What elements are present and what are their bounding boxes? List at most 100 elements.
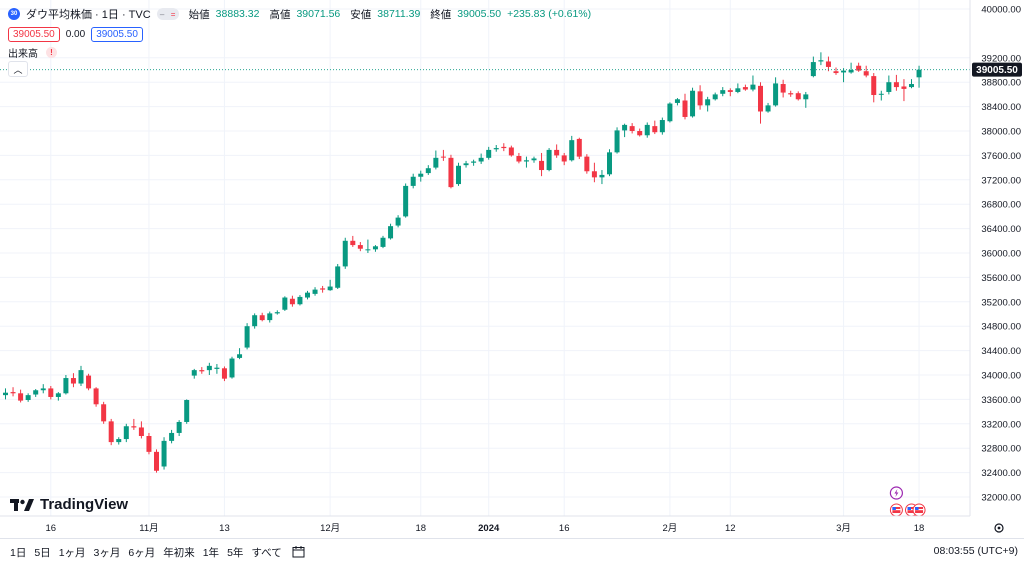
candle-body (818, 60, 824, 62)
time-tick-label: 3月 (836, 523, 851, 534)
sell-button[interactable]: 39005.50 (8, 27, 60, 42)
candle-body (274, 312, 280, 314)
candle-body (795, 93, 801, 100)
candle-body (674, 99, 680, 103)
candle-body (629, 126, 635, 131)
price-tick-label: 36000.00 (981, 249, 1021, 260)
candle-body (576, 138, 582, 157)
last-price-tag: 39005.50 (972, 62, 1022, 77)
candle-body (365, 249, 371, 251)
warning-icon[interactable]: ! (46, 47, 57, 58)
us-flag-icon (915, 507, 919, 510)
lightning-icon (894, 489, 899, 497)
us-flag-icon (892, 509, 901, 511)
last-price-label: 39005.50 (976, 65, 1018, 76)
candle-body (138, 427, 144, 436)
clock-timezone[interactable]: 08:03:55 (UTC+9) (933, 545, 1018, 557)
candle-body (237, 354, 243, 358)
candle-body (886, 82, 892, 92)
event-markers[interactable] (889, 486, 926, 517)
volume-legend: 出来高 ! (8, 45, 57, 60)
candle-body (523, 160, 529, 162)
bottom-toolbar: 1日 5日 1ヶ月 3ヶ月 6ヶ月 年初来 1年 5年 すべて 08:03:55… (0, 538, 1024, 564)
candle-body (697, 91, 703, 106)
candle-body (652, 126, 658, 133)
candle-body (191, 370, 197, 376)
candle-body (63, 378, 69, 394)
change-value: +235.83 (+0.61%) (507, 8, 592, 20)
candle-body (357, 245, 363, 249)
candle-body (909, 84, 914, 88)
range-1d[interactable]: 1日 (10, 547, 27, 559)
range-3m[interactable]: 3ヶ月 (93, 547, 121, 559)
candle-body (863, 71, 869, 76)
price-tick-label: 40000.00 (981, 5, 1021, 16)
price-scale[interactable] (970, 0, 1024, 516)
collapse-legend-button[interactable]: ︿ (8, 61, 28, 77)
tradingview-logo[interactable]: TradingView (10, 496, 128, 513)
time-tick-label: 18 (415, 523, 426, 534)
candle-body (350, 240, 356, 246)
candle-body (833, 71, 839, 74)
candle-body (320, 288, 326, 290)
candle-body (788, 93, 794, 95)
candle-body (214, 367, 220, 369)
candle-body (682, 100, 688, 117)
price-tick-label: 39200.00 (981, 53, 1021, 64)
price-tick-label: 37200.00 (981, 175, 1021, 186)
time-tick-label: 11月 (139, 523, 158, 534)
candlestick-series (3, 52, 922, 473)
candle-body (70, 378, 76, 384)
candle-body (221, 368, 227, 379)
open-label: 始値 (188, 8, 210, 21)
candle-body (372, 246, 378, 250)
candle-body (705, 99, 711, 106)
price-chart[interactable]: 32000.00 32400.00 32800.00 33200.00 33600.00… (0, 0, 1024, 538)
candle-body (146, 436, 152, 452)
candle-body (410, 176, 416, 186)
candle-body (584, 156, 590, 172)
date-range-selector: 1日 5日 1ヶ月 3ヶ月 6ヶ月 年初来 1年 5年 すべて (6, 545, 305, 560)
candle-body (893, 82, 899, 88)
candle-body (848, 70, 854, 73)
price-tick-label: 33200.00 (981, 419, 1021, 430)
candle-body (78, 370, 84, 384)
range-1m[interactable]: 1ヶ月 (58, 547, 86, 559)
price-axis-labels: 32000.00 32400.00 32800.00 33200.00 33600.00… (981, 5, 1021, 504)
range-6m[interactable]: 6ヶ月 (128, 547, 156, 559)
buy-button[interactable]: 39005.50 (91, 27, 143, 42)
candle-body (901, 86, 907, 89)
candle-body (478, 157, 484, 162)
candle-body (486, 149, 492, 158)
candle-body (259, 315, 265, 321)
calendar-icon[interactable] (292, 545, 305, 558)
price-tick-label: 32800.00 (981, 444, 1021, 455)
candle-body (101, 404, 107, 422)
candle-body (25, 395, 31, 401)
candle-body (418, 173, 424, 177)
settings-gear-icon[interactable] (994, 523, 1004, 533)
range-1y[interactable]: 1年 (202, 547, 220, 559)
candle-body (86, 375, 92, 389)
candle-body (161, 440, 167, 467)
range-5d[interactable]: 5日 (34, 547, 51, 559)
time-axis-labels[interactable]: 16 11月 13 12月 18 2024 16 2月 12 3月 18 (46, 523, 925, 534)
candle-body (516, 156, 522, 162)
candle-body (690, 90, 696, 117)
volume-label[interactable]: 出来高 (8, 49, 38, 60)
symbol-title[interactable]: ダウ平均株価 · 1日 · TVC (26, 9, 151, 21)
low-value: 38711.39 (377, 8, 421, 20)
high-label: 高値 (269, 8, 291, 21)
candle-body (561, 155, 567, 162)
candle-body (297, 296, 303, 305)
candle-body (878, 93, 884, 95)
price-tick-label: 35200.00 (981, 297, 1021, 308)
price-tick-label: 34800.00 (981, 322, 1021, 333)
range-5y[interactable]: 5年 (227, 547, 244, 559)
range-ytd[interactable]: 年初来 (163, 547, 195, 559)
price-tick-label: 34400.00 (981, 346, 1021, 357)
candle-body (380, 237, 386, 247)
market-status-icon[interactable]: – = (156, 8, 179, 20)
price-tick-label: 32400.00 (981, 468, 1021, 479)
range-all[interactable]: すべて (251, 547, 282, 559)
